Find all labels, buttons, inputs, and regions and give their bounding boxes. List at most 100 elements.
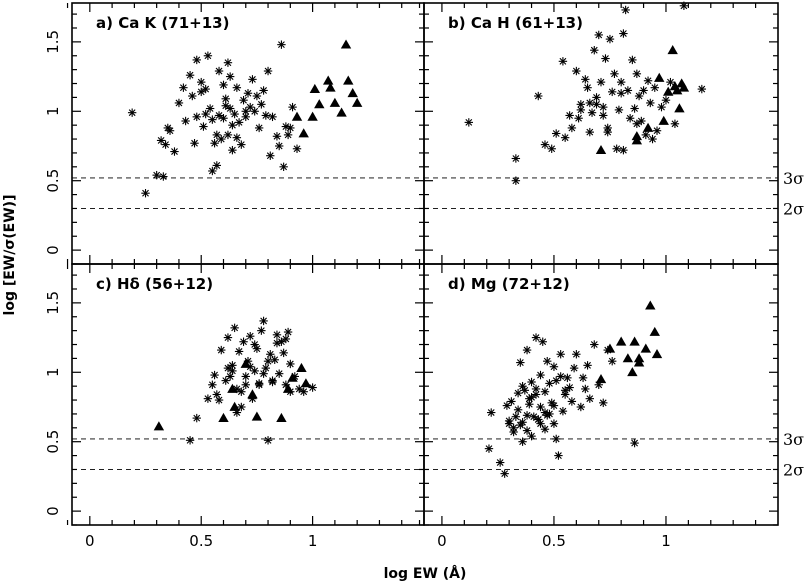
asterisk-point	[511, 154, 521, 163]
asterisk-stroke	[577, 100, 585, 108]
asterisk-point	[610, 69, 619, 79]
asterisk-point	[217, 134, 226, 144]
x-tick-label: 1	[308, 532, 318, 550]
asterisk-point	[529, 412, 538, 421]
asterisk-stroke	[217, 346, 225, 354]
asterisk-point	[263, 66, 273, 76]
asterisk-stroke	[237, 403, 245, 411]
y-tick-label: 0.5	[44, 169, 62, 193]
asterisk-point	[527, 431, 536, 441]
asterisk-stroke	[237, 141, 245, 149]
asterisk-point	[569, 363, 579, 373]
asterisk-point	[214, 111, 224, 120]
triangle-point	[325, 82, 336, 92]
y-tick-label: 1	[44, 368, 62, 378]
asterisk-stroke	[550, 420, 558, 428]
asterisk-stroke	[588, 109, 596, 117]
asterisk-point	[522, 426, 532, 435]
asterisk-stroke	[615, 106, 623, 114]
asterisk-point	[212, 161, 222, 170]
asterisk-point	[614, 105, 624, 115]
asterisk-point	[590, 340, 599, 349]
asterisk-stroke	[550, 363, 558, 371]
asterisk-stroke	[496, 459, 504, 466]
panel-title: b) Ca H (61+13)	[448, 14, 583, 32]
asterisk-stroke	[552, 130, 560, 137]
asterisk-point	[192, 55, 201, 65]
asterisk-point	[257, 326, 266, 335]
triangle-point	[347, 88, 358, 98]
asterisk-point	[540, 387, 550, 396]
asterisk-point	[518, 437, 527, 446]
triangle-point	[343, 75, 354, 85]
asterisk-stroke	[575, 114, 583, 122]
asterisk-point	[266, 151, 275, 160]
asterisk-point	[203, 51, 213, 60]
asterisk-stroke	[613, 145, 621, 153]
asterisk-stroke	[537, 371, 544, 379]
asterisk-stroke	[208, 167, 216, 175]
panel-frame	[423, 263, 779, 526]
asterisk-point	[259, 316, 268, 326]
asterisk-stroke	[162, 141, 169, 149]
asterisk-stroke	[525, 400, 533, 408]
asterisk-stroke	[228, 367, 236, 375]
asterisk-stroke	[570, 364, 578, 372]
asterisk-stroke	[512, 413, 520, 421]
triangle-point	[240, 358, 251, 368]
asterisk-point	[192, 413, 201, 423]
asterisk-stroke	[275, 370, 283, 378]
triangle-point	[351, 97, 363, 107]
asterisk-point	[531, 384, 541, 394]
asterisk-point	[141, 188, 150, 198]
asterisk-point	[221, 376, 230, 385]
asterisk-stroke	[572, 67, 580, 75]
asterisk-stroke	[512, 177, 520, 185]
asterisk-point	[518, 381, 527, 391]
panel-title: c) Hδ (56+12)	[96, 275, 213, 293]
asterisk-point	[248, 75, 257, 84]
asterisk-stroke	[215, 112, 223, 119]
triangle-point	[595, 144, 607, 155]
asterisk-stroke	[242, 373, 250, 380]
asterisk-point	[250, 340, 259, 349]
asterisk-point	[223, 363, 233, 373]
asterisk-point	[201, 109, 210, 119]
y-tick-label: 0	[44, 506, 62, 516]
asterisk-stroke	[240, 96, 247, 104]
triangle-point	[218, 412, 229, 423]
asterisk-point	[585, 127, 594, 137]
asterisk-point	[192, 112, 201, 122]
asterisk-stroke	[228, 121, 236, 129]
asterisk-point	[268, 112, 277, 122]
asterisk-point	[159, 172, 168, 181]
triangle-point	[633, 357, 645, 367]
triangle-point	[323, 75, 334, 85]
asterisk-stroke	[521, 386, 529, 394]
asterisk-stroke	[193, 113, 201, 121]
asterisk-stroke	[128, 109, 136, 117]
asterisk-point	[616, 89, 626, 98]
asterisk-point	[228, 361, 237, 370]
asterisk-stroke	[599, 103, 607, 111]
asterisk-point	[616, 77, 626, 87]
triangle-point	[287, 372, 298, 382]
asterisk-point	[241, 380, 250, 389]
asterisk-point	[628, 55, 637, 65]
asterisk-point	[551, 376, 561, 385]
asterisk-point	[623, 86, 633, 95]
triangle-point	[314, 99, 325, 109]
asterisk-point	[500, 469, 509, 478]
asterisk-stroke	[637, 117, 645, 125]
asterisk-point	[174, 98, 184, 108]
asterisk-stroke	[512, 155, 520, 162]
asterisk-point	[281, 334, 291, 344]
asterisk-point	[516, 358, 525, 367]
asterisk-stroke	[608, 357, 616, 365]
asterisk-point	[551, 129, 561, 138]
asterisk-stroke	[602, 55, 609, 62]
asterisk-stroke	[202, 85, 210, 93]
triangle-point	[300, 378, 312, 388]
asterisk-stroke	[662, 96, 670, 104]
triangle-point	[615, 336, 627, 346]
